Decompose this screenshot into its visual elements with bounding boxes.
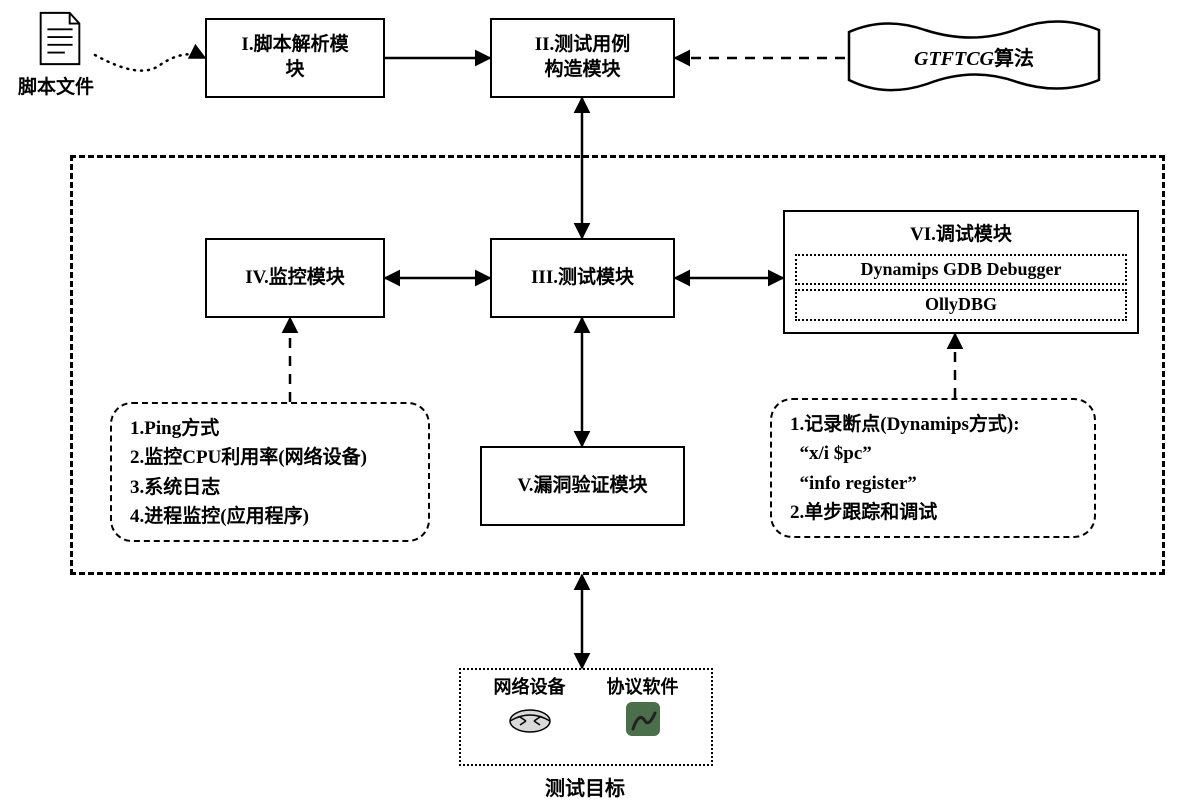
diagram-canvas: 脚本文件 I.脚本解析模 块 II.测试用例 构造模块 GTFTCG算法 IV.…: [0, 0, 1191, 807]
module-1-line2: 块: [285, 59, 304, 80]
script-file-icon: [32, 8, 87, 70]
module-6-title: VI.调试模块: [910, 223, 1012, 248]
module-6-sub2: OllyDBG: [795, 289, 1127, 320]
module-1-line1: I.脚本解析模: [241, 34, 348, 55]
left-bubble-item-4: 4.进程监控(应用程序): [130, 502, 410, 531]
right-bubble-item-4: 2.单步跟踪和调试: [790, 498, 1076, 527]
left-bubble-item-3: 3.系统日志: [130, 473, 410, 502]
module-2-box: II.测试用例 构造模块: [490, 18, 675, 98]
target-box: 网络设备 协议软件: [459, 668, 713, 766]
algorithm-shape: GTFTCG算法: [845, 14, 1103, 98]
right-bubble-item-2: “x/i $pc”: [790, 439, 1076, 468]
target-caption: 测试目标: [545, 772, 625, 801]
module-5-box: V.漏洞验证模块: [480, 446, 685, 526]
left-bubble: 1.Ping方式 2.监控CPU利用率(网络设备) 3.系统日志 4.进程监控(…: [110, 402, 430, 542]
script-file-label: 脚本文件: [18, 72, 94, 99]
left-bubble-item-2: 2.监控CPU利用率(网络设备): [130, 443, 410, 472]
software-icon: [623, 699, 663, 739]
module-6-box: VI.调试模块 Dynamips GDB Debugger OllyDBG: [783, 210, 1139, 334]
target-label-protocol: 协议软件: [607, 676, 679, 699]
right-bubble-item-1: 1.记录断点(Dynamips方式):: [790, 410, 1076, 439]
target-label-network: 网络设备: [494, 676, 566, 699]
module-4-label: IV.监控模块: [245, 266, 344, 291]
module-3-label: III.测试模块: [531, 266, 634, 291]
module-6-sub1: Dynamips GDB Debugger: [795, 254, 1127, 285]
left-bubble-item-1: 1.Ping方式: [130, 414, 410, 443]
module-2-line1: II.测试用例: [535, 34, 631, 55]
module-4-box: IV.监控模块: [205, 238, 385, 318]
module-5-label: V.漏洞验证模块: [517, 474, 647, 499]
router-icon: [506, 699, 554, 735]
module-3-box: III.测试模块: [490, 238, 675, 318]
right-bubble-item-3: “info register”: [790, 469, 1076, 498]
module-1-box: I.脚本解析模 块: [205, 18, 385, 98]
module-2-line2: 构造模块: [544, 59, 620, 80]
right-bubble: 1.记录断点(Dynamips方式): “x/i $pc” “info regi…: [770, 398, 1096, 538]
